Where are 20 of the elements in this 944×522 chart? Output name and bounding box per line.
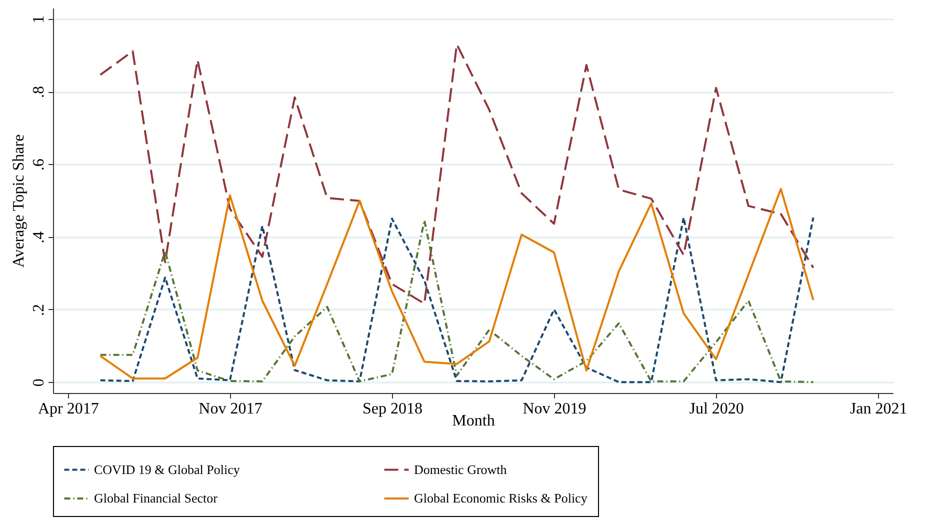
line-series bbox=[99, 43, 814, 305]
line-series bbox=[99, 188, 814, 380]
y-tick-label: .4 bbox=[30, 231, 48, 244]
x-tick-label: Jan 2021 bbox=[850, 400, 908, 418]
x-tick-label: Nov 2019 bbox=[522, 400, 586, 418]
x-axis-title: Month bbox=[452, 412, 495, 430]
y-tick-label: .2 bbox=[30, 304, 48, 316]
legend-label: Domestic Growth bbox=[414, 462, 508, 477]
x-tick-label: Nov 2017 bbox=[198, 400, 262, 418]
y-tick-label: 1 bbox=[30, 15, 48, 24]
x-tick-label: Jul 2020 bbox=[689, 400, 744, 418]
y-tick-label: .8 bbox=[30, 86, 48, 98]
x-tick-label: Apr 2017 bbox=[38, 400, 99, 418]
y-axis-title: Average Topic Share bbox=[10, 134, 28, 268]
x-tick-label: Sep 2018 bbox=[362, 400, 422, 418]
y-tick-label: .6 bbox=[30, 158, 48, 171]
legend-label: COVID 19 & Global Policy bbox=[94, 462, 240, 477]
legend-label: Global Financial Sector bbox=[94, 490, 218, 506]
y-tick-label: 0 bbox=[30, 378, 48, 387]
legend-label: Global Economic Risks & Policy bbox=[414, 490, 588, 506]
